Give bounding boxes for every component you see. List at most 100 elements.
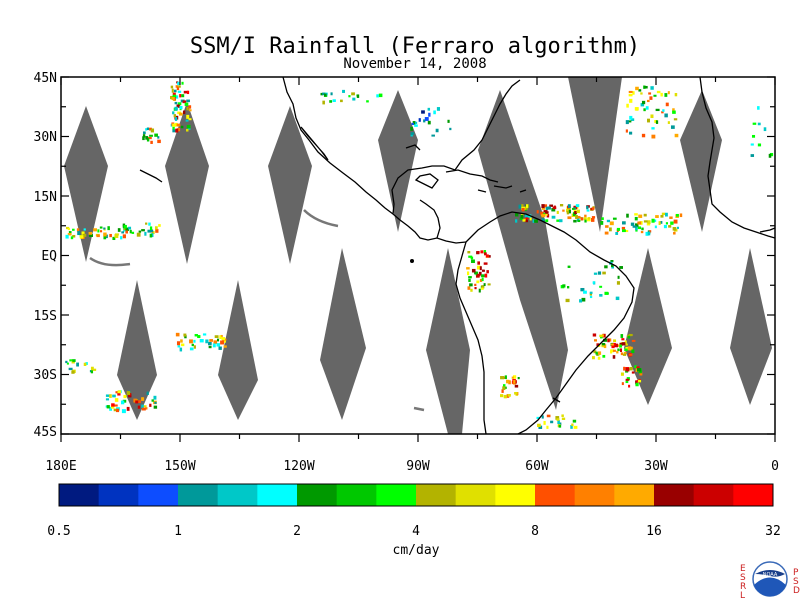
lat-tick-label: EQ [41, 249, 57, 264]
rain-pixel [148, 222, 151, 226]
rain-pixel [103, 235, 107, 240]
rain-pixel [480, 287, 484, 290]
rain-pixel [675, 213, 679, 217]
rain-pixel [149, 229, 154, 233]
rain-pixel [673, 231, 676, 235]
rain-pixel [141, 404, 144, 409]
rain-pixel [763, 127, 767, 132]
rain-pixel [149, 226, 153, 231]
rain-pixel [658, 221, 661, 226]
colorbar-swatch [535, 484, 576, 506]
rain-pixel [650, 86, 654, 90]
rain-pixel [186, 99, 190, 103]
rain-pixel [655, 120, 659, 124]
rain-pixel [665, 222, 669, 225]
rain-pixel [602, 333, 606, 338]
rain-pixel [665, 102, 669, 107]
rain-pixel [202, 333, 207, 336]
rain-pixel [616, 350, 619, 354]
colorbar-swatch [693, 484, 734, 506]
rain-pixel [568, 209, 572, 214]
rain-pixel [651, 127, 655, 130]
rain-pixel [186, 124, 191, 129]
rain-pixel [154, 133, 158, 137]
rain-pixel [507, 393, 511, 397]
rain-pixel [123, 224, 127, 229]
rain-pixel [524, 219, 529, 223]
rain-pixel [591, 207, 595, 210]
lon-tick-label: 90W [406, 459, 430, 474]
rain-pixel [120, 236, 123, 240]
rain-pixel [470, 256, 474, 260]
rain-pixel [638, 370, 642, 374]
rain-pixel [125, 227, 129, 231]
rain-pixel [670, 221, 674, 225]
rain-pixel [667, 91, 670, 95]
colorbar-tick-label: 16 [646, 524, 662, 539]
lon-tick-label: 30W [644, 459, 668, 474]
rain-pixel [627, 346, 632, 351]
rain-pixel [544, 213, 548, 216]
rain-pixel [180, 339, 183, 343]
rain-pixel [488, 255, 491, 258]
rain-pixel [176, 123, 181, 127]
rain-pixel [591, 216, 596, 219]
rain-pixel [627, 335, 631, 339]
rain-pixel [599, 294, 603, 297]
rain-pixel [638, 89, 642, 92]
rain-pixel [170, 85, 174, 89]
rain-pixel [566, 210, 569, 215]
rain-pixel [631, 371, 635, 374]
rain-pixel [529, 217, 532, 221]
rain-pixel [412, 121, 416, 125]
rain-pixel [366, 100, 369, 103]
rain-pixel [145, 128, 148, 131]
rain-pixel [185, 119, 189, 122]
rain-pixel [562, 284, 566, 288]
lon-tick-label: 0 [771, 459, 779, 474]
rain-pixel [177, 102, 182, 106]
rain-pixel [131, 231, 135, 234]
lat-tick-label: 45S [34, 425, 57, 440]
rain-pixel [619, 266, 623, 269]
rain-pixel [625, 346, 629, 351]
rain-pixel [661, 111, 664, 114]
rain-pixel [468, 278, 471, 282]
colorbar-tick-label: 2 [293, 524, 301, 539]
rain-pixel [599, 285, 603, 288]
colorbar-swatch [574, 484, 615, 506]
rain-pixel [189, 347, 194, 351]
rain-pixel [603, 338, 608, 342]
rain-pixel [487, 283, 491, 286]
rain-pixel [483, 250, 487, 254]
rain-pixel [615, 296, 620, 301]
logo-letter: D [793, 586, 800, 596]
rain-pixel [673, 219, 678, 224]
swath-gap [730, 248, 772, 405]
rain-pixel [181, 81, 184, 85]
rain-pixel [427, 120, 431, 125]
logo-letter: E [740, 564, 746, 574]
rain-pixel [423, 119, 426, 123]
rain-pixel [625, 120, 629, 125]
rain-pixel [68, 231, 72, 234]
rain-pixel [122, 234, 126, 239]
rain-pixel [513, 382, 517, 385]
rain-pixel [750, 154, 755, 157]
rain-pixel [635, 226, 638, 231]
rain-pixel [561, 417, 566, 420]
rain-pixel [178, 112, 183, 116]
rain-pixel [115, 408, 120, 413]
rain-pixel [664, 113, 668, 118]
rain-pixel [378, 93, 383, 98]
rain-pixel [188, 109, 192, 112]
rain-pixel [212, 343, 216, 348]
colorbar-swatch [217, 484, 258, 506]
rain-pixel [643, 108, 646, 112]
rain-pixel [602, 354, 606, 358]
rain-pixel [92, 368, 97, 371]
rain-pixel [606, 219, 610, 223]
rain-pixel [612, 355, 616, 359]
rain-pixel [174, 106, 178, 111]
rain-pixel [503, 394, 507, 399]
